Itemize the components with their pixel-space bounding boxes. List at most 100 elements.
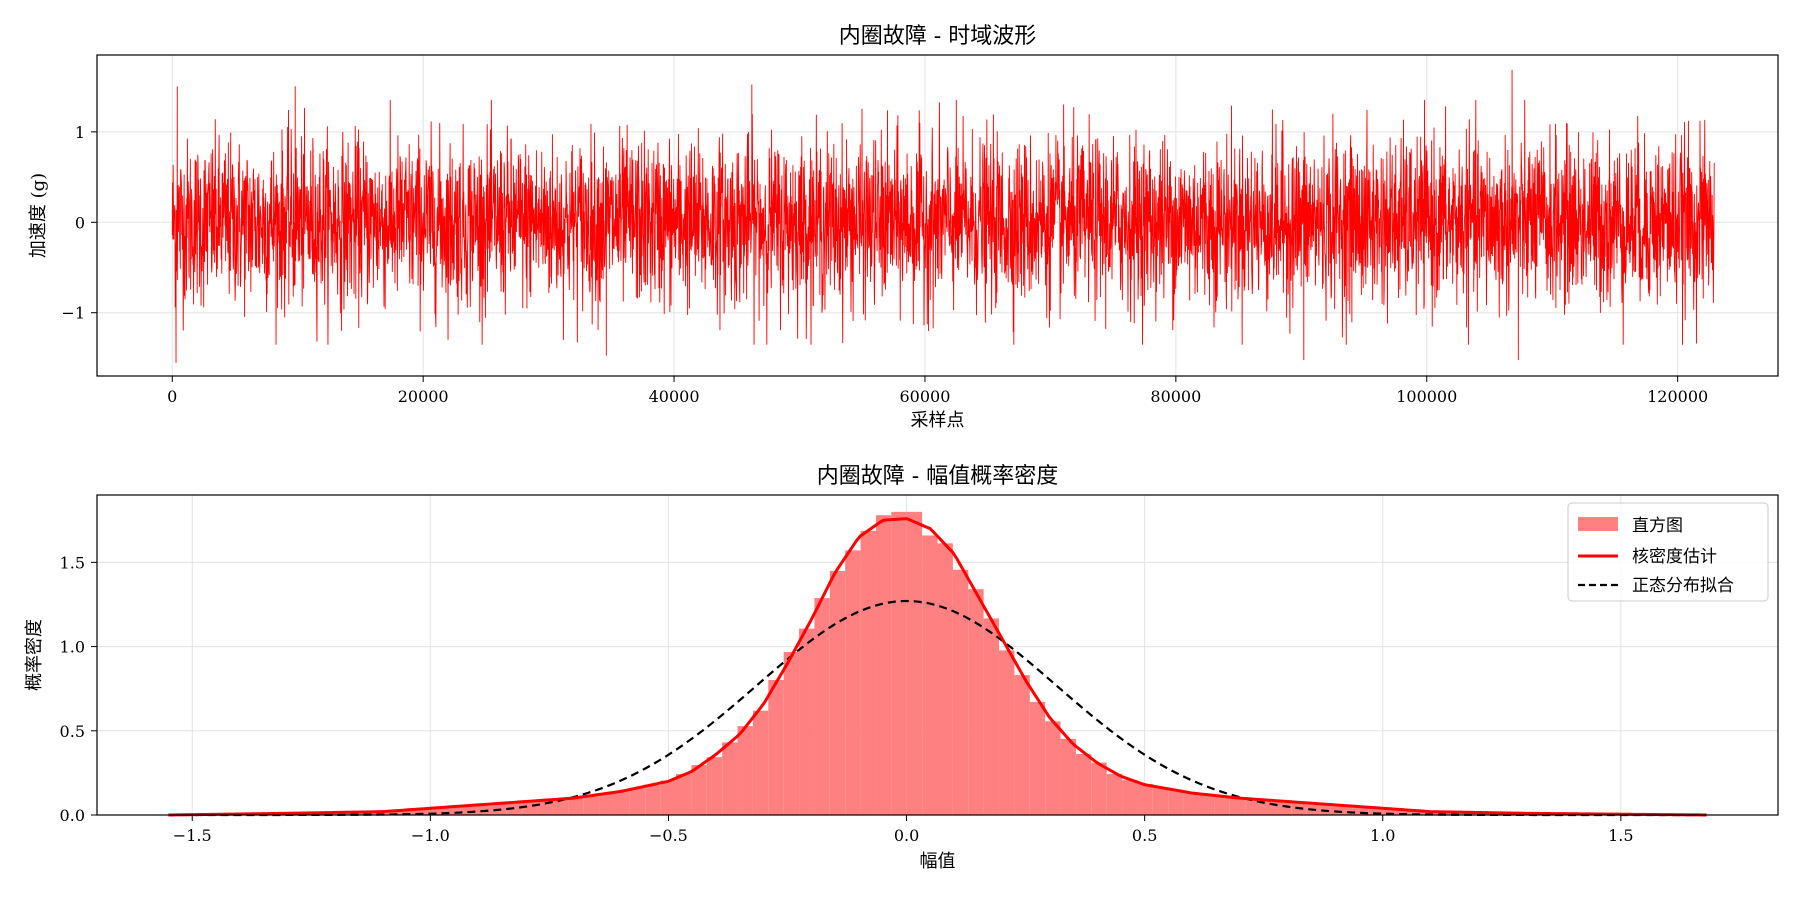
histogram-bar [1106,773,1123,815]
histogram-bar [1183,792,1199,815]
histogram-bar [599,793,615,815]
histogram-bar [1152,787,1169,815]
histogram-bar [1091,762,1107,815]
histogram-bar [829,571,846,815]
histogram-bar [368,811,384,815]
time-domain-y-tick-label: 0 [75,213,85,232]
histogram-bar [583,796,600,815]
histogram-bar [1122,780,1138,815]
histogram-bar [768,680,784,815]
pdf-y-tick-label: 0.0 [60,806,85,825]
histogram-bar [922,535,938,815]
legend-normal-label: 正态分布拟合 [1632,576,1734,596]
histogram-bar [1322,804,1338,815]
histogram-bar [799,628,815,815]
time-domain-x-tick-label: 40000 [649,387,700,406]
histogram-bar [1383,808,1399,815]
histogram-bar [1414,811,1430,815]
pdf-axes-frame [96,494,1779,816]
time-domain-y-ticks: −1 0 1 [61,123,97,323]
histogram-bar [891,511,907,815]
histogram-bar [968,589,984,815]
histogram-bar [983,618,1000,815]
histogram-bar [706,757,723,815]
histogram-bar [552,799,569,815]
time-domain-x-label: 采样点 [911,410,965,431]
time-domain-plot-area [171,69,1715,363]
histogram-bar [1429,811,1446,815]
pdf-title: 内圈故障 - 幅值概率密度 [817,464,1058,489]
histogram-bar [1045,721,1061,815]
histogram-bar [906,511,923,815]
histogram-bar [860,530,876,815]
histogram-bar [460,805,477,815]
histogram-bar [645,785,661,815]
histogram-bar [845,550,861,815]
pdf-x-tick-label: 1.5 [1608,826,1633,845]
time-domain-axes-frame [96,54,1779,377]
histogram-bar [1198,794,1215,815]
time-domain-title: 内圈故障 - 时域波形 [839,24,1036,49]
time-domain-signal-line [171,69,1715,363]
histogram-bar [476,804,492,815]
histogram-bars [168,511,1707,815]
time-domain-x-tick-label: 120000 [1647,387,1708,406]
histogram-bar [1137,784,1153,815]
pdf-y-tick-label: 0.5 [60,722,85,741]
histogram-bar [1368,807,1384,815]
time-domain-x-tick-label: 100000 [1396,387,1457,406]
histogram-bar [1168,789,1184,815]
histogram-bar [414,808,430,815]
histogram-bar [1060,738,1076,815]
histogram-bar [722,742,738,815]
amplitude-pdf-subplot: −1.5 −1.0 −0.5 0.0 0.5 1.0 1.5 0.0 0.5 1.0 1.5 内圈… [24,464,1779,872]
histogram-bar [1337,805,1353,815]
time-domain-x-tick-label: 0 [167,387,177,406]
histogram-bar [614,790,630,815]
pdf-x-ticks: −1.5 −1.0 −0.5 0.0 0.5 1.0 1.5 [173,815,1634,845]
pdf-x-label: 幅值 [920,851,956,872]
pdf-x-tick-label: −1.0 [411,826,450,845]
kde-curve [168,517,1707,817]
histogram-bar [1029,702,1046,815]
histogram-bar [383,811,400,815]
histogram-bar [506,802,523,815]
time-domain-x-tick-label: 80000 [1150,387,1201,406]
histogram-bar [875,515,892,815]
histogram-bar [1014,675,1030,815]
pdf-y-tick-label: 1.0 [60,638,85,657]
histogram-bar [568,797,584,815]
time-domain-x-tick-label: 20000 [398,387,449,406]
histogram-bar [937,543,953,815]
histogram-bar [1398,810,1415,815]
histogram-bar [1245,799,1261,815]
pdf-y-label: 概率密度 [24,619,45,691]
histogram-bar [1214,796,1230,815]
histogram-bar [660,780,677,815]
pdf-x-tick-label: 0.0 [894,826,919,845]
pdf-x-tick-label: −1.5 [173,826,212,845]
histogram-bar [399,809,415,815]
histogram-bar [999,650,1015,815]
time-domain-subplot: 0 20000 40000 60000 80000 100000 120000 −1 0 1 内… [28,24,1779,431]
histogram-bar [752,710,769,815]
histogram-bar [445,806,461,815]
histogram-bar [737,726,753,815]
histogram-bar [952,569,969,815]
legend-histogram-label: 直方图 [1632,516,1683,536]
histogram-bar [691,765,707,815]
pdf-x-tick-label: 0.5 [1132,826,1157,845]
legend-histogram-swatch [1578,517,1618,531]
pdf-y-ticks: 0.0 0.5 1.0 1.5 [60,553,97,825]
histogram-bar [537,800,553,815]
time-domain-y-tick-label: −1 [61,304,85,323]
histogram-bar [1075,754,1092,815]
histogram-bar [676,773,692,815]
histogram-bar [814,598,830,815]
histogram-bar [629,788,646,815]
histogram-bar [783,652,800,815]
time-domain-x-ticks: 0 20000 40000 60000 80000 100000 120000 [167,376,1708,406]
time-domain-x-tick-label: 60000 [900,387,951,406]
legend: 直方图 核密度估计 正态分布拟合 [1567,502,1769,602]
pdf-x-tick-label: 1.0 [1370,826,1395,845]
